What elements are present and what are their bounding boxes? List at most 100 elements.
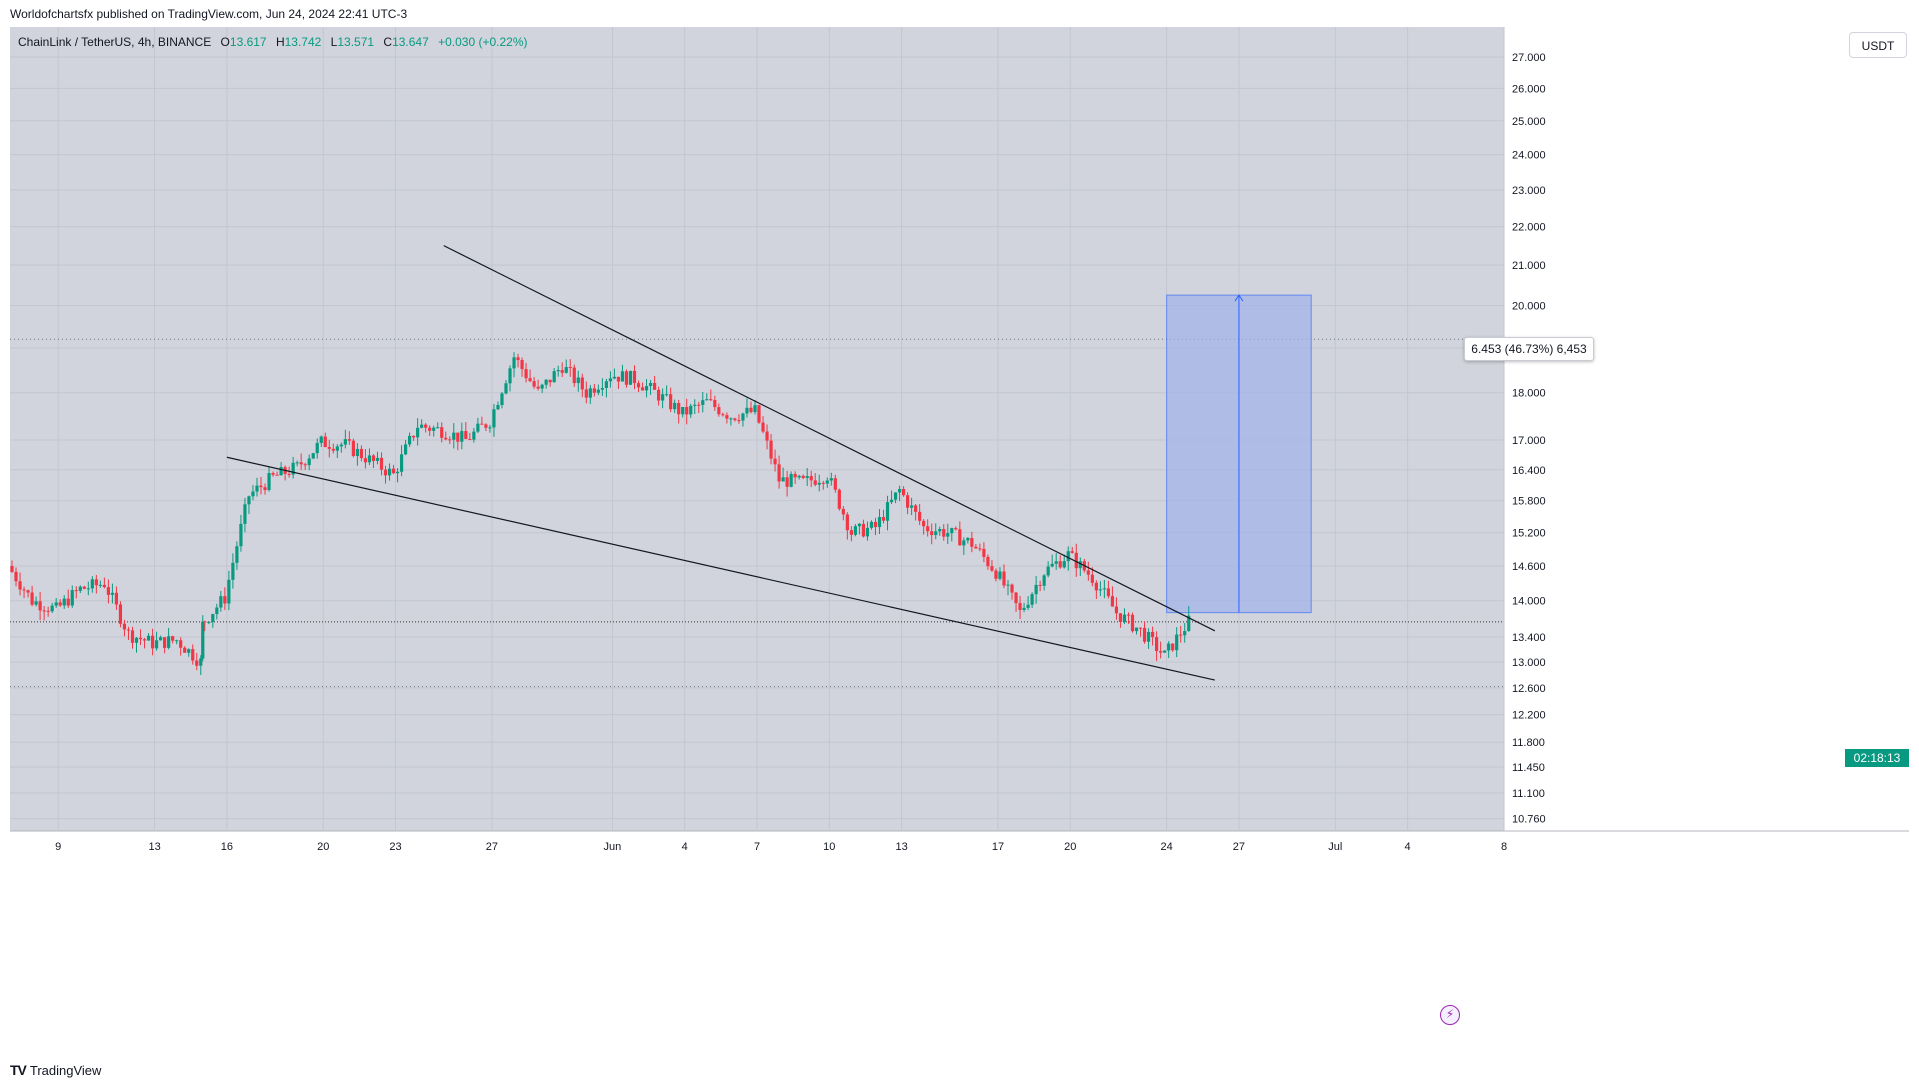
candle-body (496, 405, 500, 410)
time-tick-label: 13 (895, 841, 907, 853)
candle-body (219, 596, 223, 608)
time-tick-label: 20 (1064, 841, 1076, 853)
candle-body (203, 621, 207, 623)
candle-body (42, 610, 46, 612)
candle-body (379, 457, 384, 470)
candle-body (753, 405, 757, 413)
candle-body (508, 368, 512, 384)
price-tick-label: 14.600 (1512, 561, 1546, 573)
candle-body (648, 382, 653, 387)
candle-body (146, 635, 151, 641)
low-value: 13.571 (337, 35, 375, 49)
candle-body (516, 357, 520, 361)
candle-body (323, 436, 327, 448)
candle-body (805, 476, 809, 479)
candle-body (1150, 631, 1155, 638)
candle-body (1183, 630, 1187, 636)
candle-body (1094, 582, 1098, 591)
open-label: O (220, 35, 230, 49)
candle-body (403, 444, 408, 455)
tradingview-logo: TV (10, 1062, 27, 1078)
candle-body (817, 482, 821, 485)
candle-body (110, 592, 115, 595)
candle-body (138, 637, 143, 640)
candle-body (359, 448, 364, 459)
candle-body (412, 435, 416, 438)
candle-body (416, 427, 420, 438)
candle-body (1102, 588, 1106, 590)
candle-body (576, 377, 580, 384)
symbol-name[interactable]: ChainLink / TetherUS, 4h, BINANCE (18, 35, 212, 49)
candle-body (685, 406, 689, 415)
candle-body (211, 614, 215, 622)
candle-body (239, 523, 243, 547)
candle-body (215, 607, 219, 615)
trendline-upper (443, 245, 1216, 632)
time-tick-label: 10 (823, 841, 835, 853)
candle-body (102, 584, 106, 588)
candle-body (383, 469, 388, 476)
candle-body (524, 369, 528, 379)
candle-body (861, 523, 866, 537)
candle-body (150, 635, 155, 649)
candle-body (488, 427, 492, 429)
candle-body (741, 413, 745, 421)
high-label: H (275, 35, 285, 49)
price-tick-label: 20.000 (1512, 301, 1546, 313)
candle-body (765, 431, 769, 441)
candle-body (1038, 584, 1042, 586)
candle-body (693, 404, 697, 406)
candle-body (472, 431, 476, 440)
bar-countdown-label: 02:18:13 (1845, 749, 1909, 767)
candle-body (994, 570, 998, 579)
candle-body (335, 446, 339, 451)
candle-body (179, 640, 183, 648)
candle-body (938, 529, 942, 532)
candle-body (436, 427, 440, 429)
candle-body (391, 468, 396, 474)
price-chart[interactable]: 27.000 26.000 25.000 24.000 23.000 22.000 21.0… (10, 27, 1909, 1053)
candle-body (134, 637, 139, 643)
candle-body (837, 489, 841, 509)
candle-body (1054, 561, 1058, 564)
candle-body (1142, 627, 1147, 642)
measure-tool-label[interactable]: 6.453 (46.73%) 6,453 (1464, 337, 1594, 361)
candle-body (942, 529, 946, 537)
candle-body (201, 621, 205, 659)
candle-body (355, 448, 359, 457)
currency-button[interactable]: USDT (1849, 32, 1907, 58)
time-tick-label: 4 (682, 841, 688, 853)
candle-body (1167, 643, 1171, 651)
candle-body (247, 496, 251, 505)
candle-body (657, 389, 661, 401)
candle-body (877, 517, 882, 528)
candle-body (785, 477, 789, 487)
candle-body (504, 383, 508, 394)
candle-body (114, 592, 119, 605)
candle-body (62, 598, 66, 606)
chart-area[interactable]: 27.000 26.000 25.000 24.000 23.000 22.000 21.0… (10, 27, 1909, 1053)
candle-body (163, 637, 167, 648)
candle-body (821, 482, 825, 484)
candle-body (1171, 643, 1175, 651)
candle-body (910, 505, 914, 508)
candle-body (954, 528, 958, 530)
candle-body (58, 602, 62, 606)
candle-body (568, 367, 572, 369)
candle-body (171, 636, 175, 641)
published-by-line: Worldofchartsfx published on TradingView… (10, 7, 408, 21)
candle-body (492, 409, 496, 428)
candle-body (1006, 584, 1010, 586)
candle-body (652, 382, 657, 390)
candle-body (399, 454, 404, 472)
price-axis (1504, 27, 1909, 831)
candle-body (624, 371, 629, 385)
lightning-icon[interactable]: ⚡ (1440, 1005, 1460, 1025)
candle-body (480, 423, 484, 425)
candle-body (982, 548, 986, 557)
time-tick-label: Jun (604, 841, 622, 853)
candle-body (251, 491, 255, 497)
time-tick-label: 23 (389, 841, 401, 853)
candle-body (865, 527, 870, 537)
price-tick-label: 26.000 (1512, 83, 1546, 95)
